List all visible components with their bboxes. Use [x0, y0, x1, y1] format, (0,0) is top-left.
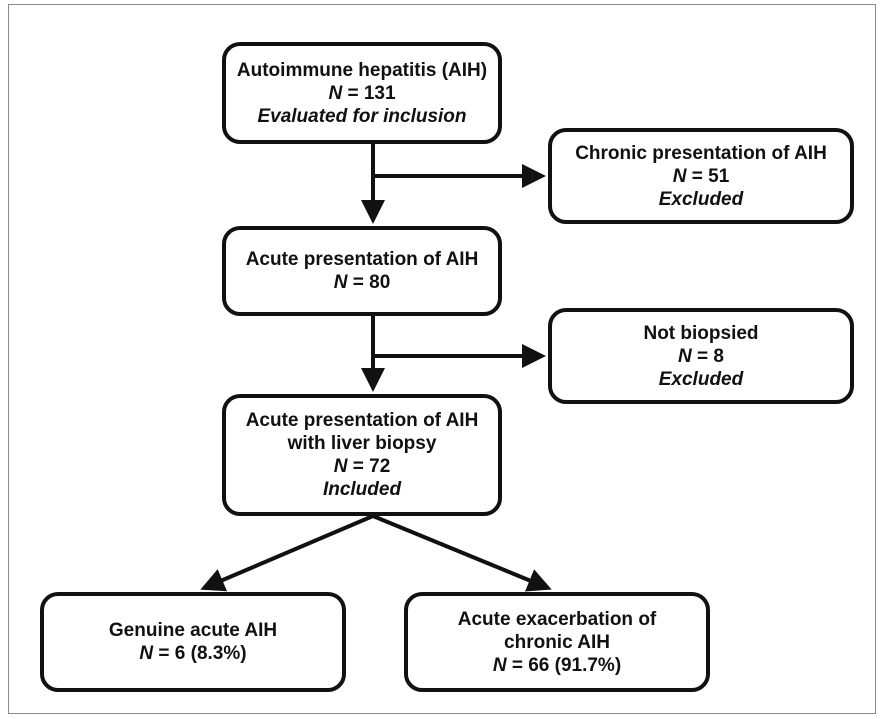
box-chronic-note: Excluded — [658, 188, 744, 210]
box-biopsy-title-line2: with liver biopsy — [287, 433, 437, 454]
box-acute-presentation: Acute presentation of AIH N = 80 — [222, 226, 502, 316]
box-aih-title: Autoimmune hepatitis (AIH) — [236, 59, 488, 81]
box-biopsy-title-line1: Acute presentation of AIH — [245, 410, 479, 431]
box-exacerbation-count: N = 66 (91.7%) — [492, 654, 622, 676]
box-biopsy-count: N = 72 — [333, 456, 391, 477]
box-exacerbation-title-line1: Acute exacerbation of — [457, 608, 657, 630]
box-biopsy-note: Included — [322, 479, 402, 500]
box-acute-exacerbation: Acute exacerbation of chronic AIH N = 66… — [404, 592, 710, 692]
box-genuine-count: N = 6 (8.3%) — [139, 643, 247, 664]
box-acute-title: Acute presentation of AIH — [245, 249, 479, 270]
box-aih-evaluated: Autoimmune hepatitis (AIH) N = 131 Evalu… — [222, 42, 502, 144]
box-genuine-title: Genuine acute AIH — [108, 620, 278, 641]
arrow-to-genuine — [200, 514, 374, 592]
box-acute-count: N = 80 — [333, 272, 391, 293]
box-aih-count: N = 131 — [328, 82, 396, 104]
box-not-biopsied-note: Excluded — [658, 368, 744, 390]
box-biopsy-included: Acute presentation of AIH with liver bio… — [222, 394, 502, 516]
box-chronic-title: Chronic presentation of AIH — [575, 142, 827, 164]
box-genuine-acute: Genuine acute AIH N = 6 (8.3%) — [40, 592, 346, 692]
box-aih-note: Evaluated for inclusion — [257, 105, 467, 127]
box-not-biopsied-count: N = 8 — [678, 345, 724, 367]
box-chronic-excluded: Chronic presentation of AIH N = 51 Exclu… — [548, 128, 854, 224]
box-exacerbation-title-line2: chronic AIH — [504, 631, 610, 653]
arrow-to-exacerbation — [372, 514, 552, 592]
box-not-biopsied-excluded: Not biopsied N = 8 Excluded — [548, 308, 854, 404]
box-chronic-count: N = 51 — [672, 165, 730, 187]
box-not-biopsied-title: Not biopsied — [643, 322, 759, 344]
